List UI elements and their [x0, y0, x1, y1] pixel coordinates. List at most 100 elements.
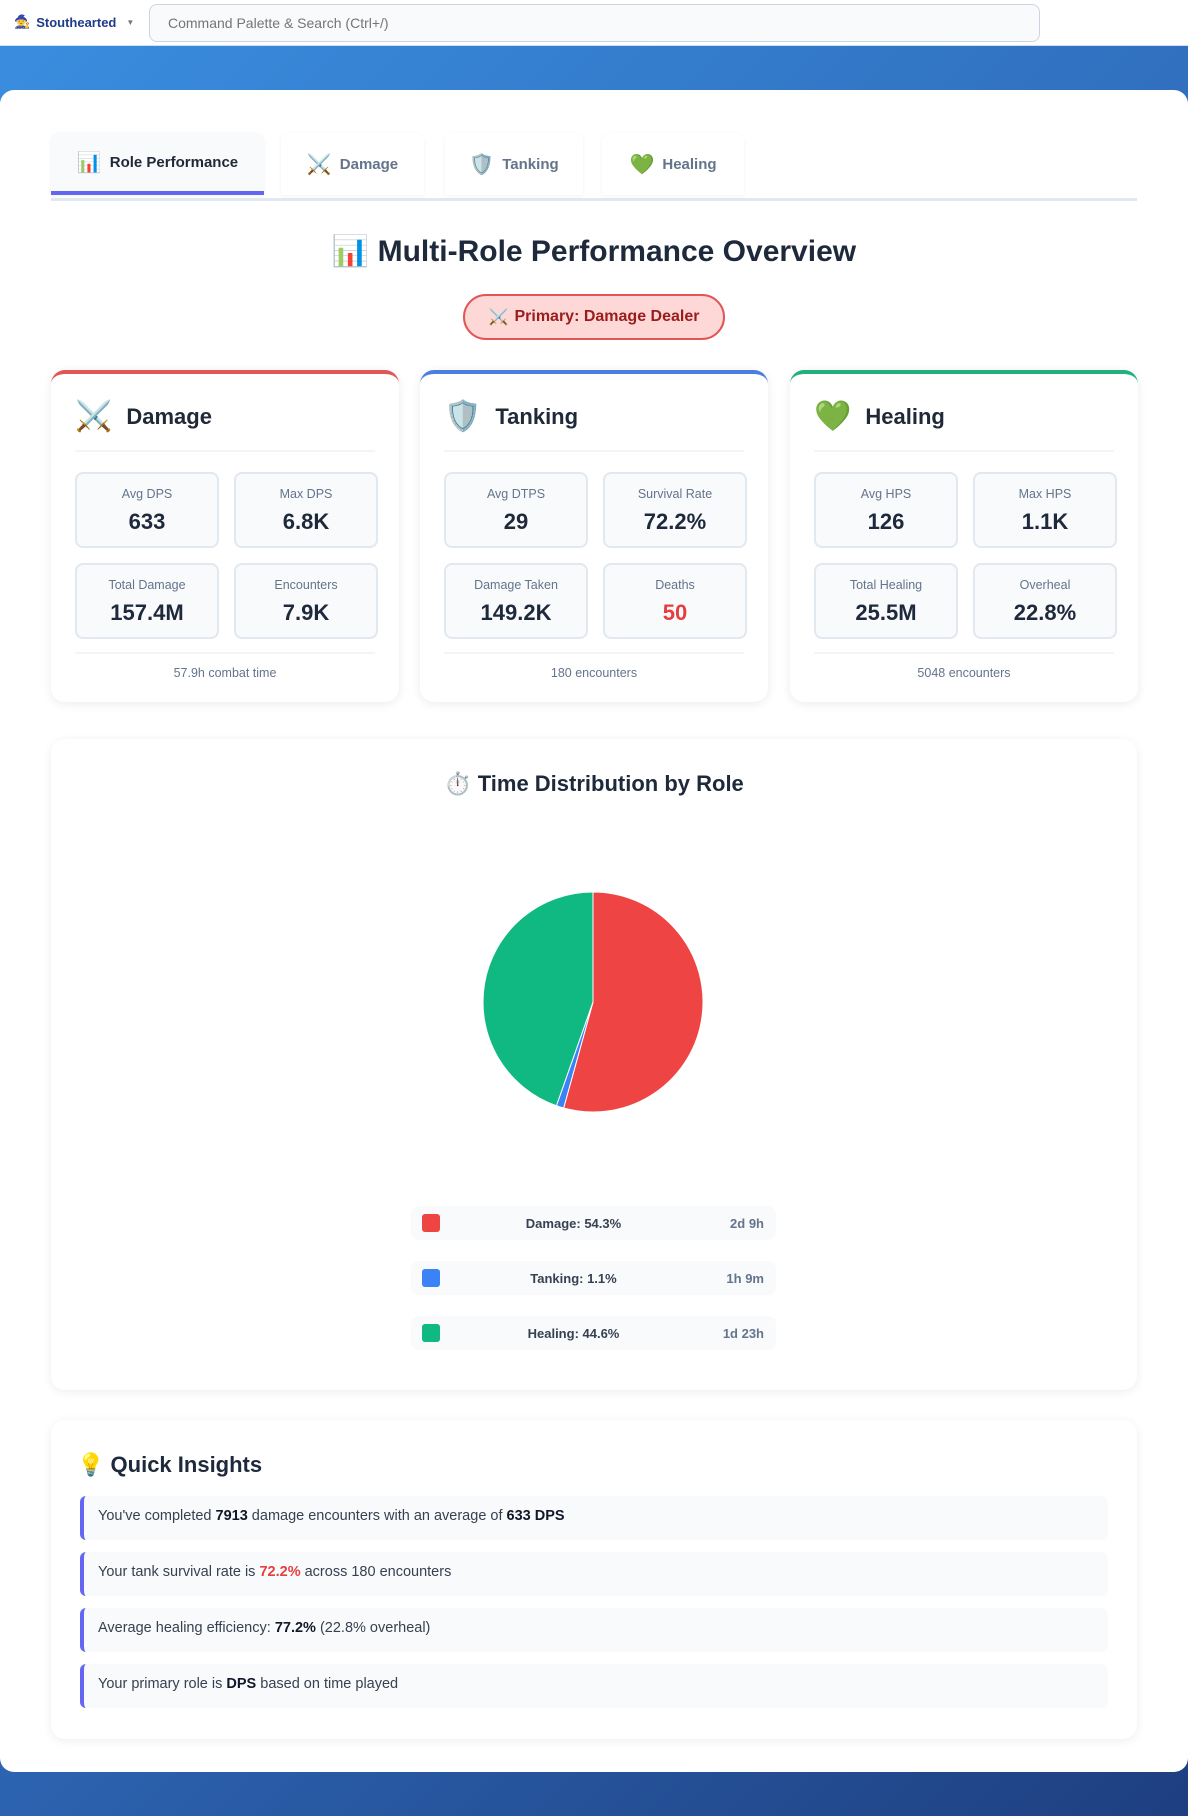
- stat-box: Avg HPS 126: [814, 472, 958, 548]
- stat-box: Total Damage 157.4M: [75, 563, 219, 639]
- legend-label: Damage: 54.3%: [525, 1216, 622, 1231]
- legend-item: Tanking: 1.1% 1h 9m: [411, 1261, 776, 1295]
- card-footer: 57.9h combat time: [75, 652, 375, 680]
- insight-highlight: DPS: [226, 1676, 257, 1692]
- stat-label: Max HPS: [1018, 487, 1072, 501]
- card-title: Tanking: [495, 404, 579, 429]
- role-pie-chart: [482, 891, 704, 1113]
- top-bar: 🧙 Stouthearted ▼: [0, 0, 1188, 46]
- quick-insights-panel: 💡 Quick Insights You've completed 7913 d…: [51, 1420, 1137, 1739]
- legend-label: Tanking: 1.1%: [530, 1271, 617, 1286]
- insight-row: Average healing efficiency: 77.2% (22.8%…: [80, 1608, 1108, 1652]
- chevron-down-icon: ▼: [126, 17, 135, 27]
- badge-text: Primary: Damage Dealer: [514, 308, 700, 325]
- tanking-card: 🛡️ Tanking Avg DTPS 29 Survival Rate 72.2% Dam…: [420, 370, 768, 702]
- command-search-input[interactable]: [149, 4, 1040, 42]
- insight-highlight: 72.2%: [259, 1564, 301, 1580]
- tab-label: Damage: [339, 155, 399, 173]
- lightbulb-icon: 💡: [77, 1452, 105, 1477]
- stat-label: Encounters: [274, 578, 338, 592]
- tab-damage[interactable]: ⚔️ Damage: [281, 133, 424, 195]
- stat-box: Total Healing 25.5M: [814, 563, 958, 639]
- stat-label: Avg DPS: [121, 487, 173, 501]
- tab-tanking[interactable]: 🛡️ Tanking: [445, 133, 583, 195]
- bar-chart-icon: 📊: [76, 151, 102, 174]
- legend-label: Healing: 44.6%: [527, 1326, 620, 1341]
- stat-box: Deaths 50: [603, 563, 747, 639]
- legend-swatch: [422, 1214, 440, 1232]
- stat-label: Avg DTPS: [486, 487, 546, 501]
- stat-value: 7.9K: [282, 600, 330, 625]
- character-avatar-icon: 🧙: [14, 14, 31, 29]
- stat-box: Damage Taken 149.2K: [444, 563, 588, 639]
- card-header: ⚔️ Damage: [75, 400, 375, 452]
- card-title: Healing: [865, 404, 945, 429]
- stat-label: Total Damage: [108, 578, 186, 592]
- tab-role-performance[interactable]: 📊 Role Performance: [51, 133, 264, 195]
- stat-box: Encounters 7.9K: [234, 563, 378, 639]
- stat-value: 149.2K: [480, 600, 552, 625]
- legend-duration: 2d 9h: [730, 1216, 764, 1231]
- healing-card: 💚 Healing Avg HPS 126 Max HPS 1.1K Total Heali…: [790, 370, 1138, 702]
- legend-swatch: [422, 1269, 440, 1287]
- crossed-swords-icon: ⚔️: [488, 309, 509, 326]
- legend-swatch: [422, 1324, 440, 1342]
- character-name: Stouthearted: [36, 14, 117, 30]
- page-title: 📊 Multi-Role Performance Overview: [0, 234, 1188, 269]
- stat-value: 126: [867, 509, 905, 534]
- insight-highlight: 633 DPS: [506, 1508, 565, 1524]
- shield-icon: 🛡️: [444, 400, 482, 433]
- title-text: Multi-Role Performance Overview: [377, 235, 857, 268]
- pie-slice-healing: [482, 891, 594, 1107]
- crossed-swords-icon: ⚔️: [75, 400, 113, 433]
- insight-text: (22.8% overheal): [315, 1620, 431, 1636]
- insight-highlight: 7913: [215, 1508, 248, 1524]
- primary-role-badge: ⚔️ Primary: Damage Dealer: [463, 294, 725, 340]
- insight-row: Your primary role is DPS based on time p…: [80, 1664, 1108, 1708]
- card-header: 🛡️ Tanking: [444, 400, 744, 452]
- stat-value: 25.5M: [855, 600, 917, 625]
- stat-box: Overheal 22.8%: [973, 563, 1117, 639]
- legend-item: Damage: 54.3% 2d 9h: [411, 1206, 776, 1240]
- insight-text: Your primary role is: [98, 1676, 227, 1692]
- stat-value: 29: [503, 509, 529, 534]
- stat-label: Deaths: [655, 578, 695, 592]
- character-selector[interactable]: 🧙 Stouthearted ▼: [8, 6, 140, 38]
- section-title: 💡 Quick Insights: [77, 1452, 262, 1478]
- card-header: 💚 Healing: [814, 400, 1114, 452]
- card-footer: 180 encounters: [444, 652, 744, 680]
- insight-text: damage encounters with an average of: [247, 1508, 507, 1524]
- time-distribution-panel: ⏱️ Time Distribution by Role Damage: 54.…: [51, 739, 1137, 1390]
- green-heart-icon: 💚: [814, 400, 852, 433]
- legend-duration: 1d 23h: [722, 1326, 764, 1341]
- crossed-swords-icon: ⚔️: [306, 153, 332, 176]
- stat-value: 6.8K: [282, 509, 330, 534]
- stat-value: 72.2%: [643, 509, 707, 534]
- tab-label: Role Performance: [109, 153, 239, 171]
- stat-value: 50: [662, 600, 688, 625]
- stat-box: Avg DPS 633: [75, 472, 219, 548]
- stat-value: 1.1K: [1021, 509, 1069, 534]
- card-title: Damage: [126, 404, 212, 429]
- stat-label: Damage Taken: [474, 578, 558, 592]
- stat-label: Overheal: [1019, 578, 1071, 592]
- insight-row: You've completed 7913 damage encounters …: [80, 1496, 1108, 1540]
- stat-value: 157.4M: [110, 600, 184, 625]
- insight-text: You've completed: [98, 1508, 216, 1524]
- shield-icon: 🛡️: [469, 153, 495, 176]
- stat-label: Avg HPS: [860, 487, 912, 501]
- stopwatch-icon: ⏱️: [444, 771, 472, 796]
- stat-box: Max DPS 6.8K: [234, 472, 378, 548]
- tab-label: Tanking: [502, 155, 559, 173]
- bar-chart-icon: 📊: [331, 235, 370, 268]
- insight-text: across 180 encounters: [300, 1564, 452, 1580]
- section-title: ⏱️ Time Distribution by Role: [51, 771, 1137, 797]
- legend-item: Healing: 44.6% 1d 23h: [411, 1316, 776, 1350]
- insight-text: based on time played: [256, 1676, 399, 1692]
- tab-healing[interactable]: 💚 Healing: [602, 133, 744, 195]
- stat-label: Total Healing: [849, 578, 923, 592]
- title-text: Quick Insights: [110, 1452, 263, 1477]
- card-footer: 5048 encounters: [814, 652, 1114, 680]
- tab-label: Healing: [662, 155, 717, 173]
- insight-row: Your tank survival rate is 72.2% across …: [80, 1552, 1108, 1596]
